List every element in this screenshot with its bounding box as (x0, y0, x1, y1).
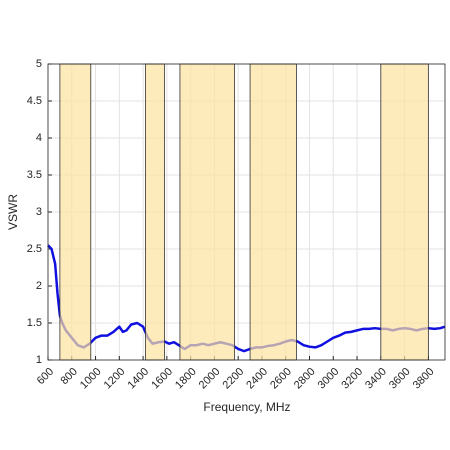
x-tick-label: 1600 (149, 366, 175, 392)
x-tick-label: 1000 (78, 366, 104, 392)
y-tick-label: 1.5 (27, 317, 42, 329)
y-tick-label: 4.5 (27, 95, 42, 107)
y-tick-label: 5 (36, 58, 42, 70)
x-tick-label: 1200 (102, 366, 128, 392)
y-tick-label: 2 (36, 280, 42, 292)
x-tick-label: 2200 (221, 366, 247, 392)
frequency-band (179, 63, 236, 361)
y-axis-label: VSWR (6, 194, 20, 230)
x-tick-label: 3600 (387, 366, 413, 392)
x-tick-label: 2600 (268, 366, 294, 392)
x-tick-label: 2800 (292, 366, 318, 392)
y-tick-label: 2.5 (27, 243, 42, 255)
y-tick-label: 1 (36, 354, 42, 366)
y-tick-label: 3.5 (27, 169, 42, 181)
x-tick-label: 1800 (173, 366, 199, 392)
frequency-band (145, 63, 165, 361)
x-axis-label: Frequency, MHz (203, 400, 290, 414)
frequency-band (380, 63, 429, 361)
x-tick-label: 800 (58, 366, 79, 387)
y-tick-label: 3 (36, 206, 42, 218)
x-tick-label: 1400 (125, 366, 151, 392)
frequency-band (249, 63, 297, 361)
x-tick-label: 3800 (411, 366, 437, 392)
axes-box (47, 63, 446, 361)
y-tick-label: 4 (36, 132, 42, 144)
frequency-band (59, 63, 92, 361)
x-tick-label: 3000 (316, 366, 342, 392)
x-tick-label: 3200 (339, 366, 365, 392)
x-tick-label: 3400 (363, 366, 389, 392)
x-tick-label: 2400 (244, 366, 270, 392)
x-tick-label: 600 (35, 366, 56, 387)
x-tick-label: 2000 (197, 366, 223, 392)
